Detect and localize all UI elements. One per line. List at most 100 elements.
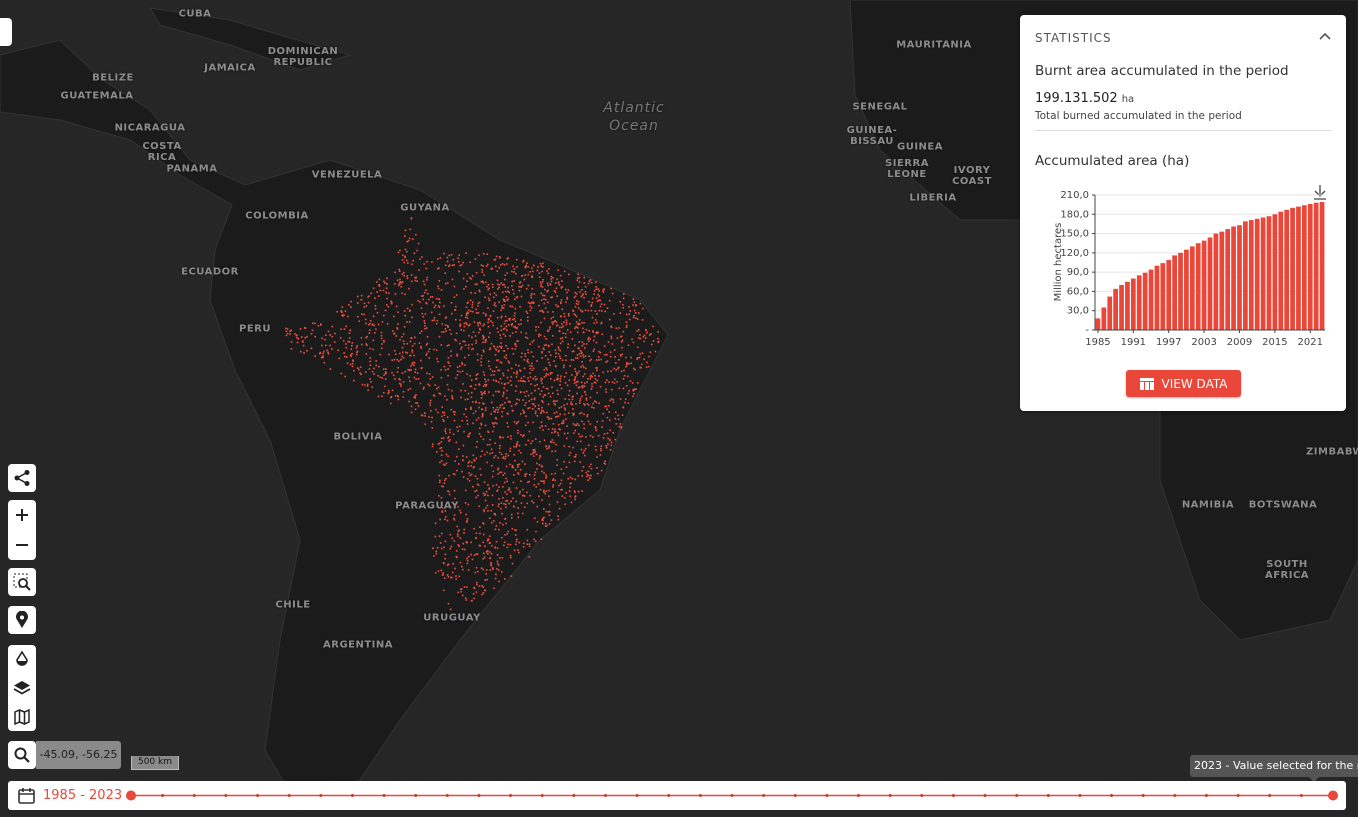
burn-dot: [603, 345, 606, 347]
view-data-button[interactable]: VIEW DATA: [1126, 370, 1241, 397]
burn-dot: [557, 423, 560, 426]
burn-dot: [605, 405, 608, 408]
burn-dot: [517, 340, 519, 342]
burn-dot: [387, 389, 390, 392]
burn-dot: [345, 346, 348, 349]
burn-dot: [517, 549, 519, 551]
burn-dot: [510, 438, 512, 440]
burn-dot: [470, 391, 473, 394]
burn-dot: [430, 311, 433, 314]
burn-dot: [600, 303, 603, 305]
burn-dot: [645, 366, 648, 369]
burn-dot: [498, 286, 500, 289]
burn-dot: [595, 288, 598, 290]
burn-dot: [617, 418, 620, 421]
layers-button[interactable]: [13, 679, 31, 697]
burn-dot: [342, 339, 345, 342]
basemap-button[interactable]: [13, 708, 31, 726]
burn-dot: [603, 462, 606, 465]
burn-dot: [592, 436, 594, 438]
burn-dot: [320, 356, 323, 359]
burn-dot: [456, 366, 459, 368]
burn-dot: [526, 319, 529, 322]
burn-dot: [569, 482, 572, 485]
side-toggle[interactable]: [0, 18, 12, 46]
opacity-button[interactable]: [13, 650, 31, 668]
track-dot: [540, 794, 544, 797]
burn-dot: [459, 324, 462, 326]
zoom-in-button[interactable]: [13, 506, 31, 524]
burn-dot: [618, 358, 620, 361]
burn-dot: [590, 474, 592, 477]
burn-dot: [459, 537, 462, 539]
burn-dot: [539, 393, 541, 396]
burn-dot: [551, 321, 553, 324]
zoom-out-button[interactable]: [13, 536, 31, 554]
collapse-button[interactable]: [1318, 30, 1332, 44]
burn-dot: [449, 505, 452, 508]
burn-dot: [657, 331, 659, 333]
burn-dot: [584, 355, 587, 357]
burn-dot: [593, 381, 596, 384]
zoom-box-button[interactable]: [8, 568, 36, 596]
burn-dot: [460, 565, 463, 568]
burn-dot: [556, 278, 558, 281]
burn-dot: [515, 373, 518, 375]
burn-dot: [413, 361, 416, 364]
burn-dot: [564, 288, 567, 291]
burn-dot: [491, 475, 494, 478]
burn-dot: [565, 418, 567, 420]
burn-dot: [542, 519, 544, 522]
burn-dot: [430, 409, 432, 412]
burn-dot: [446, 574, 449, 576]
burn-dot: [618, 327, 620, 329]
burn-dot: [442, 463, 445, 466]
burn-dot: [402, 333, 405, 335]
burn-dot: [459, 319, 462, 321]
burn-dot: [490, 521, 493, 524]
burn-dot: [479, 328, 482, 331]
burn-dot: [343, 328, 346, 330]
burn-dot: [439, 257, 442, 259]
burn-dot: [423, 263, 425, 265]
burn-dot: [481, 268, 483, 271]
timeline-track[interactable]: [8, 781, 1346, 810]
burn-dot: [524, 473, 526, 476]
burn-dot: [511, 562, 514, 565]
burn-dot: [478, 433, 481, 435]
download-icon[interactable]: [1314, 185, 1326, 200]
burn-dot: [401, 346, 404, 349]
burn-dot: [473, 587, 476, 590]
burn-dot: [524, 463, 526, 465]
burn-dot: [593, 335, 596, 338]
burn-dot: [548, 447, 550, 449]
burn-dot: [512, 318, 514, 321]
burn-dot: [289, 333, 291, 335]
burn-dot: [528, 555, 531, 558]
burn-dot: [562, 422, 565, 424]
burn-dot: [567, 412, 570, 414]
burn-dot: [610, 337, 613, 340]
burn-dot: [524, 266, 527, 268]
search-button[interactable]: [8, 741, 36, 769]
bar: [1107, 296, 1113, 330]
tooltip-arrow: [1308, 776, 1320, 782]
burn-dot: [594, 427, 597, 430]
bar: [1172, 255, 1177, 330]
marker-button[interactable]: [8, 606, 36, 634]
share-button[interactable]: [8, 464, 36, 492]
burn-dot: [500, 453, 503, 456]
burn-dot: [407, 262, 409, 264]
burn-dot: [574, 291, 576, 294]
burn-dot: [519, 305, 521, 308]
burn-dot: [452, 411, 455, 413]
burn-dot: [426, 278, 428, 281]
burn-dot: [583, 282, 586, 284]
burn-dot: [588, 336, 590, 339]
burn-dot: [492, 568, 494, 571]
burn-dot: [495, 540, 498, 543]
burn-dot: [552, 310, 554, 313]
burn-dot: [577, 286, 579, 288]
burn-dot: [515, 422, 518, 425]
burn-dot: [517, 472, 519, 474]
